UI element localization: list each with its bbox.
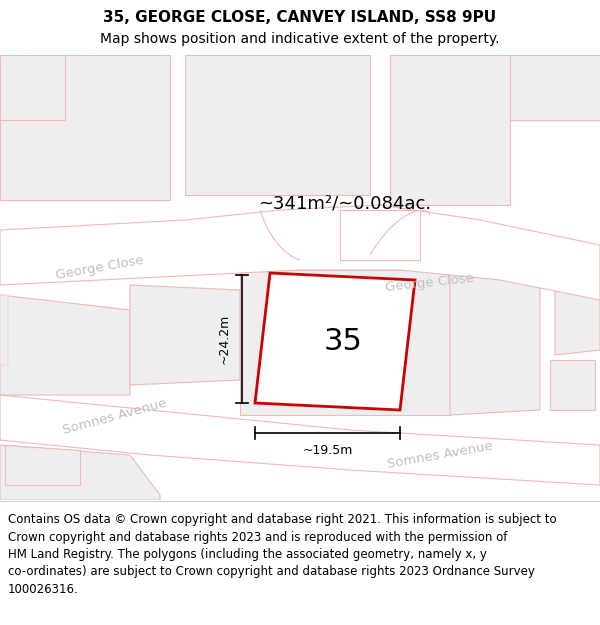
Polygon shape <box>0 205 600 300</box>
Polygon shape <box>450 270 540 415</box>
Polygon shape <box>0 445 160 500</box>
Polygon shape <box>0 395 600 485</box>
Text: Contains OS data © Crown copyright and database right 2021. This information is : Contains OS data © Crown copyright and d… <box>8 513 557 596</box>
Polygon shape <box>0 55 65 120</box>
Text: ~19.5m: ~19.5m <box>302 444 353 458</box>
Polygon shape <box>0 295 8 365</box>
Polygon shape <box>550 360 595 410</box>
Polygon shape <box>255 273 415 410</box>
Text: Map shows position and indicative extent of the property.: Map shows position and indicative extent… <box>100 32 500 46</box>
Text: Somnes Avenue: Somnes Avenue <box>62 397 169 437</box>
Polygon shape <box>510 55 600 120</box>
Polygon shape <box>0 295 130 395</box>
Text: George Close: George Close <box>55 254 145 282</box>
Text: Somnes Avenue: Somnes Avenue <box>386 439 494 471</box>
Text: 35: 35 <box>323 327 362 356</box>
Polygon shape <box>390 55 600 205</box>
Text: George Close: George Close <box>385 272 475 294</box>
Text: ~341m²/~0.084ac.: ~341m²/~0.084ac. <box>259 194 431 212</box>
Polygon shape <box>5 445 80 485</box>
Polygon shape <box>240 270 450 415</box>
Polygon shape <box>340 210 420 260</box>
Text: ~24.2m: ~24.2m <box>218 314 230 364</box>
Polygon shape <box>555 270 600 355</box>
Polygon shape <box>0 55 170 200</box>
Polygon shape <box>130 285 240 385</box>
Polygon shape <box>185 55 370 195</box>
Text: 35, GEORGE CLOSE, CANVEY ISLAND, SS8 9PU: 35, GEORGE CLOSE, CANVEY ISLAND, SS8 9PU <box>103 9 497 24</box>
